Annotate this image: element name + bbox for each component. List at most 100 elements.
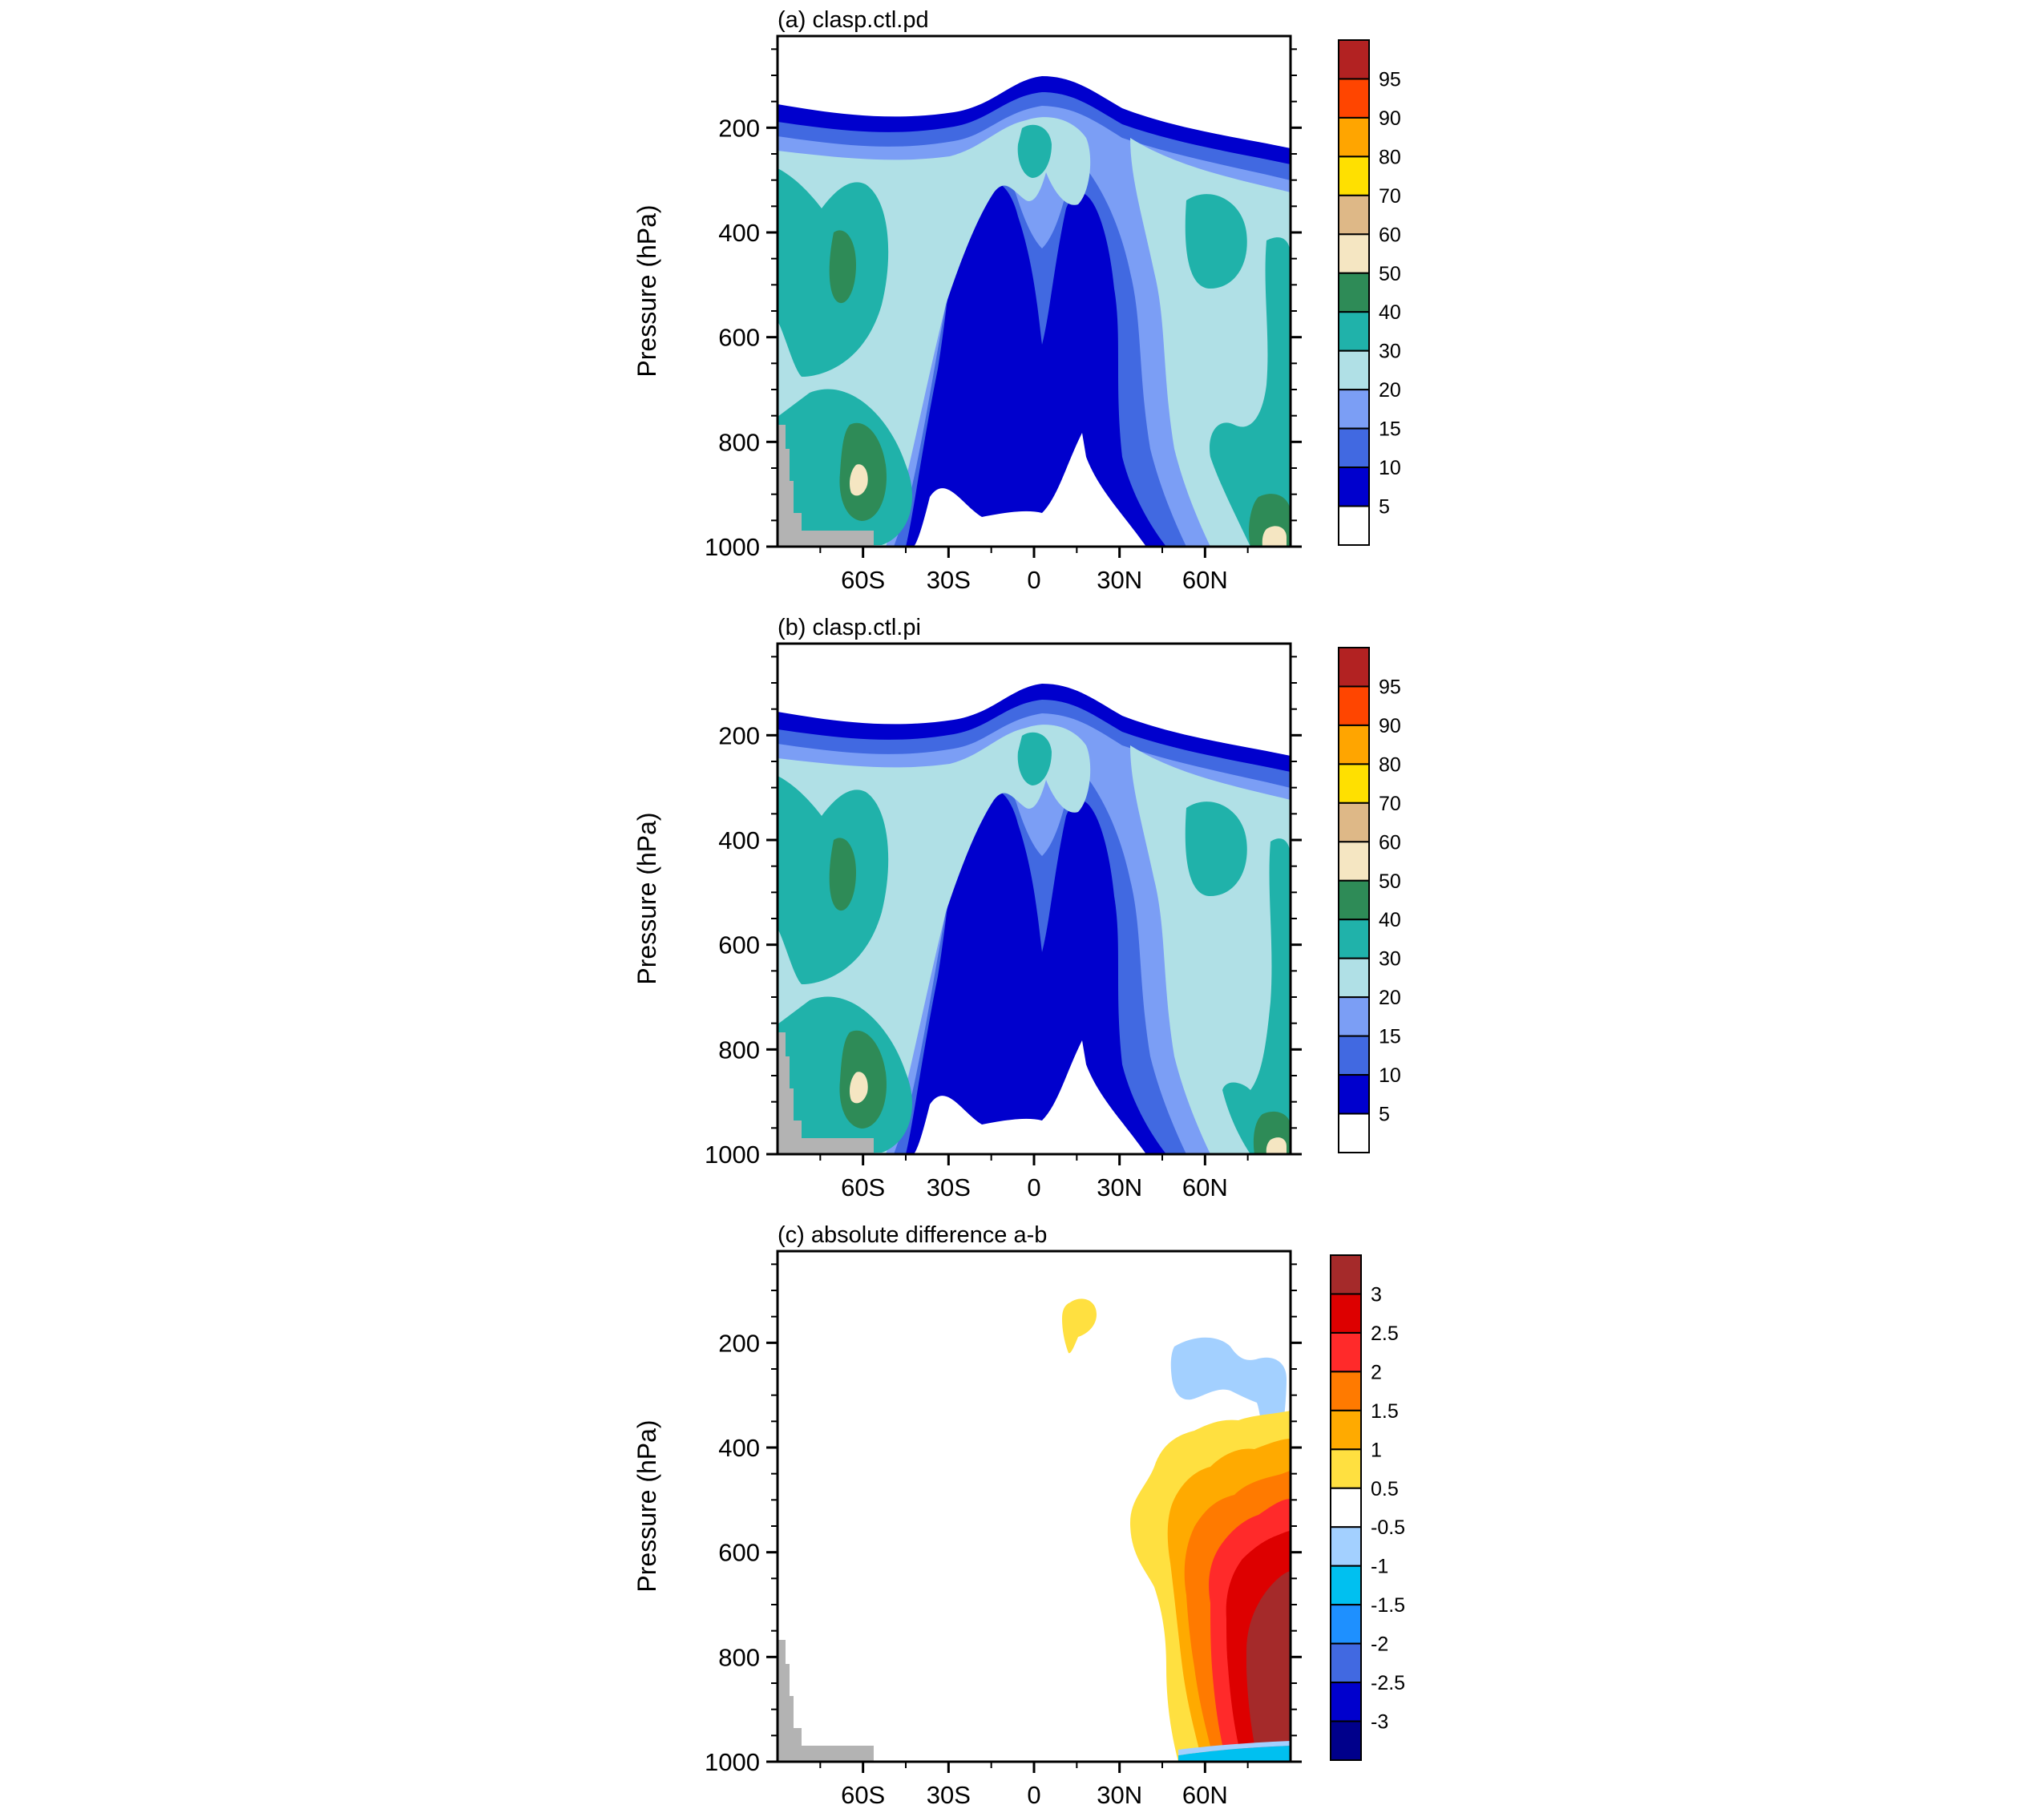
panel-c-contours bbox=[778, 1298, 1291, 1762]
colorbar-label: 2.5 bbox=[1371, 1322, 1399, 1345]
panel-c: (c) absolute difference a-b Pressure (hP… bbox=[632, 1222, 1405, 1805]
colorbar-label: -2.5 bbox=[1371, 1672, 1405, 1694]
y-tick-label: 1000 bbox=[705, 1748, 760, 1776]
a-land-mask bbox=[778, 425, 874, 547]
colorbar-box bbox=[1330, 1254, 1362, 1295]
colorbar-label: 70 bbox=[1379, 185, 1401, 208]
panel-c-axes: 200 400 600 800 1000 60S 30S 0 30N 60N bbox=[705, 1263, 1302, 1805]
x-tick-label: 30N bbox=[1097, 566, 1142, 594]
colorbar-box bbox=[1338, 427, 1370, 469]
a-band-20-30 bbox=[778, 117, 1291, 547]
y-tick-label: 400 bbox=[718, 1434, 760, 1462]
panel-c-y-ticks: 200 400 600 800 1000 bbox=[705, 1263, 1302, 1776]
colorbar-label: 1.5 bbox=[1371, 1400, 1399, 1423]
x-tick-label: 0 bbox=[1027, 566, 1040, 594]
panel-b: (b) clasp.ctl.pi Pressure (hPa) 20040060… bbox=[632, 615, 1401, 1201]
y-tick-label: 600 bbox=[718, 931, 760, 959]
colorbar-box bbox=[1338, 78, 1370, 119]
c-surface-blue bbox=[1178, 1746, 1291, 1762]
panel-a: (a) clasp.ctl.pd Pressure (hPa) 20040060… bbox=[632, 7, 1401, 594]
colorbar-box bbox=[1338, 957, 1370, 999]
y-tick-label: 1000 bbox=[705, 533, 760, 561]
colorbar-label: 40 bbox=[1379, 301, 1401, 324]
colorbar-label: 95 bbox=[1379, 68, 1401, 91]
colorbar-box bbox=[1338, 389, 1370, 430]
colorbar-label: 50 bbox=[1379, 263, 1401, 285]
colorbar-label: -3 bbox=[1371, 1711, 1388, 1734]
x-tick-label: 60N bbox=[1182, 566, 1228, 594]
y-tick-label: 800 bbox=[718, 428, 760, 456]
colorbar-box bbox=[1338, 763, 1370, 804]
x-tick-label: 0 bbox=[1027, 1173, 1040, 1201]
x-tick-label: 60S bbox=[841, 566, 885, 594]
colorbar-label: 90 bbox=[1379, 715, 1401, 737]
c-surface-lightblue bbox=[1178, 1741, 1291, 1755]
colorbar-box bbox=[1330, 1720, 1362, 1762]
colorbar-box bbox=[1338, 685, 1370, 726]
y-tick-label: 400 bbox=[718, 826, 760, 854]
colorbar-box bbox=[1330, 1526, 1362, 1567]
y-tick-label: 600 bbox=[718, 324, 760, 352]
colorbar-label: 40 bbox=[1379, 909, 1401, 931]
colorbar-label: -1 bbox=[1371, 1556, 1388, 1578]
colorbar-box bbox=[1338, 724, 1370, 765]
colorbar-box bbox=[1338, 879, 1370, 921]
c-band-gt3 bbox=[1246, 1571, 1291, 1762]
colorbar-label: 30 bbox=[1379, 948, 1401, 971]
colorbar-label: 15 bbox=[1379, 1026, 1401, 1048]
panel-b-colorbar: 95 90 80 70 60 50 40 30 20 15 10 5 bbox=[1338, 647, 1401, 1153]
c-blob-yellow-upper bbox=[1062, 1298, 1097, 1354]
colorbar-box bbox=[1330, 1409, 1362, 1451]
panel-a-axes: 200 400 600 800 1000 60S 30S 0 30N 60N bbox=[705, 48, 1302, 594]
colorbar-box bbox=[1330, 1371, 1362, 1411]
y-tick-label: 600 bbox=[718, 1539, 760, 1567]
colorbar-label: 70 bbox=[1379, 793, 1401, 815]
panel-a-x-ticks: 60S 30S 0 30N 60N bbox=[819, 547, 1249, 594]
colorbar-box bbox=[1330, 1604, 1362, 1645]
panel-a-title: (a) clasp.ctl.pd bbox=[778, 7, 929, 33]
colorbar-box bbox=[1338, 466, 1370, 507]
x-tick-label: 30S bbox=[927, 1173, 971, 1201]
colorbar-box bbox=[1338, 919, 1370, 959]
colorbar-box bbox=[1338, 647, 1370, 688]
y-tick-label: 800 bbox=[718, 1643, 760, 1671]
colorbar-box bbox=[1338, 1035, 1370, 1076]
panel-b-ylabel: Pressure (hPa) bbox=[632, 812, 661, 984]
panel-a-contours bbox=[778, 76, 1291, 547]
y-tick-label: 800 bbox=[718, 1036, 760, 1064]
panel-c-ylabel: Pressure (hPa) bbox=[632, 1419, 661, 1592]
colorbar-box bbox=[1338, 233, 1370, 274]
colorbar-box bbox=[1338, 1112, 1370, 1153]
colorbar-box bbox=[1338, 996, 1370, 1037]
y-tick-label: 200 bbox=[718, 721, 760, 749]
y-tick-label: 400 bbox=[718, 219, 760, 247]
colorbar-box bbox=[1330, 1682, 1362, 1722]
colorbar-label: 80 bbox=[1379, 753, 1401, 776]
panel-c-colorbar: 3 2.5 2 1.5 1 0.5 -0.5 -1 -1.5 -2 -2.5 -3 bbox=[1330, 1254, 1405, 1762]
colorbar-label: 15 bbox=[1379, 418, 1401, 441]
colorbar-box bbox=[1330, 1293, 1362, 1334]
y-tick-label: 200 bbox=[718, 114, 760, 142]
colorbar-label: 60 bbox=[1379, 224, 1401, 246]
c-blob-blue-upper bbox=[1170, 1337, 1287, 1465]
colorbar-label: 3 bbox=[1371, 1283, 1382, 1306]
colorbar-box bbox=[1330, 1448, 1362, 1489]
colorbar-label: 60 bbox=[1379, 831, 1401, 854]
colorbar-label: 95 bbox=[1379, 676, 1401, 698]
colorbar-label: 10 bbox=[1379, 457, 1401, 479]
colorbar-label: 1 bbox=[1371, 1439, 1382, 1461]
x-tick-label: 60S bbox=[841, 1173, 885, 1201]
panel-b-axes: 200 400 600 800 1000 60S 30S 0 30N 60N bbox=[705, 656, 1302, 1201]
panel-c-x-ticks: 60S 30S 0 30N 60N bbox=[819, 1762, 1249, 1805]
colorbar-label: 20 bbox=[1379, 987, 1401, 1009]
colorbar-box bbox=[1338, 1074, 1370, 1115]
colorbar-box bbox=[1338, 505, 1370, 546]
colorbar-label: 20 bbox=[1379, 379, 1401, 402]
colorbar-box bbox=[1338, 194, 1370, 236]
y-tick-label: 200 bbox=[718, 1329, 760, 1357]
panel-b-x-ticks: 60S 30S 0 30N 60N bbox=[819, 1154, 1249, 1201]
b-band-30-40 bbox=[778, 732, 1291, 1154]
colorbar-box bbox=[1338, 272, 1370, 313]
colorbar-label: 5 bbox=[1379, 1104, 1390, 1126]
